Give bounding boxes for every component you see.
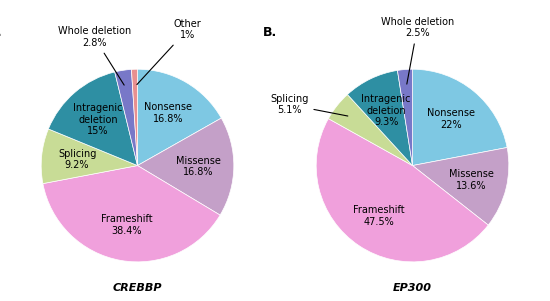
Text: Nonsense
16.8%: Nonsense 16.8%: [144, 102, 192, 124]
Wedge shape: [348, 70, 412, 166]
Wedge shape: [48, 72, 138, 166]
Wedge shape: [328, 95, 412, 166]
Text: Frameshift
38.4%: Frameshift 38.4%: [101, 215, 153, 236]
Wedge shape: [412, 69, 507, 166]
Wedge shape: [398, 69, 412, 166]
Text: Whole deletion
2.5%: Whole deletion 2.5%: [381, 17, 454, 84]
Text: Splicing
5.1%: Splicing 5.1%: [270, 94, 348, 116]
Wedge shape: [138, 118, 234, 215]
Wedge shape: [316, 119, 488, 262]
Text: Nonsense
22%: Nonsense 22%: [427, 108, 475, 130]
Wedge shape: [131, 69, 138, 166]
Wedge shape: [138, 69, 221, 166]
Text: Intragenic
deletion
15%: Intragenic deletion 15%: [73, 103, 123, 136]
Text: Frameshift
47.5%: Frameshift 47.5%: [353, 205, 405, 227]
Text: Intragenic
deletion
9.3%: Intragenic deletion 9.3%: [361, 94, 411, 128]
Text: A.: A.: [0, 26, 3, 39]
Text: Whole deletion
2.8%: Whole deletion 2.8%: [58, 26, 131, 85]
Text: Missense
13.6%: Missense 13.6%: [449, 169, 494, 191]
Text: Splicing
9.2%: Splicing 9.2%: [58, 149, 96, 170]
Wedge shape: [43, 166, 220, 262]
Text: Missense
16.8%: Missense 16.8%: [176, 156, 221, 177]
Wedge shape: [115, 70, 138, 166]
Wedge shape: [412, 147, 509, 225]
Text: B.: B.: [263, 26, 277, 39]
Text: CREBBP: CREBBP: [113, 283, 162, 293]
Text: Other
1%: Other 1%: [137, 19, 201, 85]
Text: EP300: EP300: [393, 283, 432, 293]
Wedge shape: [41, 129, 138, 184]
